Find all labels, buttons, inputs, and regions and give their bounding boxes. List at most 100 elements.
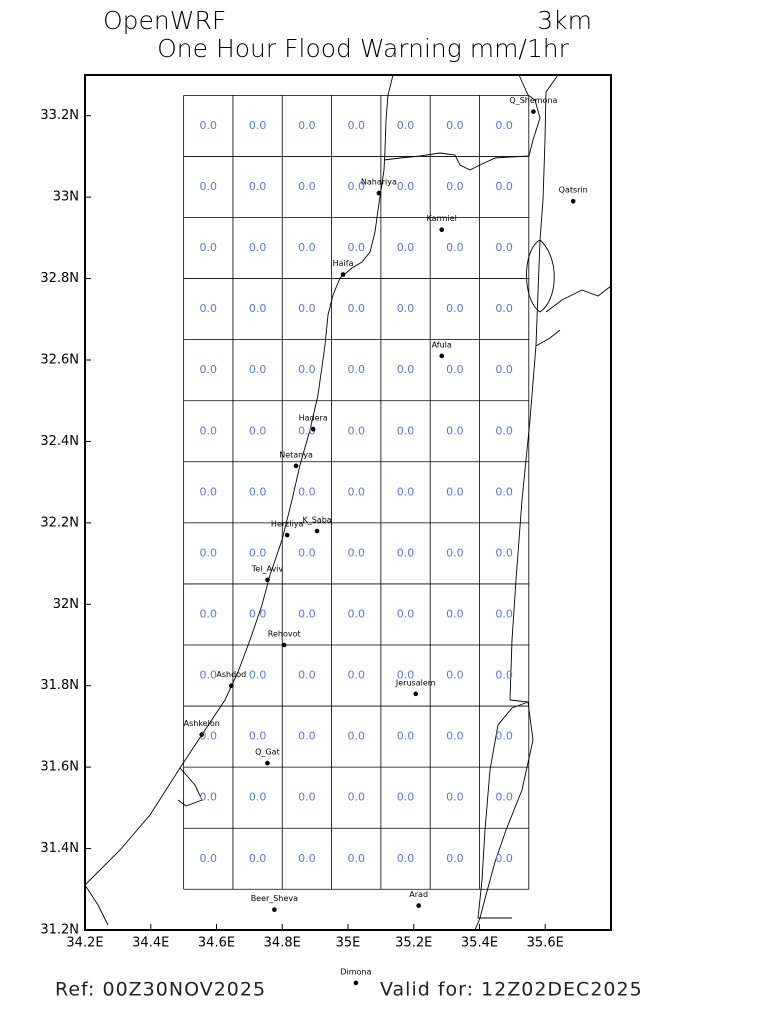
city-marker — [531, 109, 536, 114]
kinneret — [526, 239, 555, 313]
x-tick-label: 35.2E — [395, 936, 432, 951]
cell-value: 0.0 — [397, 241, 415, 254]
cell-value: 0.0 — [446, 485, 464, 498]
cell-value: 0.0 — [298, 669, 316, 682]
cell-value: 0.0 — [495, 180, 513, 193]
city-label: Nahariya — [361, 178, 397, 187]
cell-value: 0.0 — [347, 485, 365, 498]
cell-value: 0.0 — [347, 302, 365, 315]
city-label: Tel_Aviv — [251, 564, 284, 573]
cell-value: 0.0 — [249, 302, 267, 315]
city-label: Netanya — [279, 450, 313, 459]
cell-value: 0.0 — [347, 669, 365, 682]
city-marker — [293, 463, 299, 469]
y-tick-label: 33N — [53, 190, 79, 205]
city-marker — [272, 907, 277, 912]
x-tick-label: 35E — [336, 936, 361, 951]
cell-value: 0.0 — [298, 363, 316, 376]
cell-value: 0.0 — [397, 302, 415, 315]
cell-value: 0.0 — [200, 302, 218, 315]
city-marker — [376, 190, 382, 196]
city-label: Jerusalem — [395, 678, 436, 687]
city-marker — [353, 980, 359, 986]
cell-value: 0.0 — [200, 180, 218, 193]
cell-value: 0.0 — [347, 424, 365, 437]
y-tick-label: 32.2N — [40, 515, 79, 530]
city-label: Beer_Sheva — [251, 894, 298, 903]
cell-value: 0.0 — [446, 180, 464, 193]
cell-value: 0.0 — [347, 730, 365, 743]
cell-value: 0.0 — [495, 669, 513, 682]
y-tick-label: 31.8N — [40, 678, 79, 693]
city-marker — [439, 227, 444, 233]
cell-value: 0.0 — [495, 546, 513, 559]
cell-value: 0.0 — [446, 302, 464, 315]
y-tick-label: 32.6N — [40, 353, 79, 368]
cell-value: 0.0 — [200, 852, 218, 865]
city-label: Haifa — [333, 259, 354, 268]
city-marker — [413, 691, 419, 697]
city-marker — [284, 532, 290, 538]
city-marker — [265, 577, 270, 583]
cell-value: 0.0 — [495, 730, 513, 743]
x-tick-label: 34.2E — [66, 936, 103, 951]
cell-value: 0.0 — [397, 546, 415, 559]
city-label: Hadera — [299, 414, 328, 423]
cell-value: 0.0 — [347, 363, 365, 376]
cell-value: 0.0 — [446, 546, 464, 559]
x-tick-label: 34.6E — [198, 936, 235, 951]
cell-value: 0.0 — [249, 119, 267, 132]
chart-title: OpenWRF — [103, 6, 226, 35]
cell-value: 0.0 — [249, 669, 267, 682]
cell-value: 0.0 — [446, 119, 464, 132]
x-tick-label: 35.4E — [461, 936, 498, 951]
cell-value: 0.0 — [298, 424, 316, 437]
city-label: Herzliya — [271, 520, 304, 529]
cell-value: 0.0 — [347, 607, 365, 620]
cell-value: 0.0 — [495, 485, 513, 498]
cell-value: 0.0 — [347, 852, 365, 865]
cell-value: 0.0 — [397, 180, 415, 193]
cell-value: 0.0 — [397, 852, 415, 865]
cell-value: 0.0 — [298, 241, 316, 254]
cell-value: 0.0 — [298, 546, 316, 559]
cell-value: 0.0 — [397, 119, 415, 132]
cell-value: 0.0 — [298, 119, 316, 132]
cell-value: 0.0 — [249, 546, 267, 559]
cell-value: 0.0 — [397, 669, 415, 682]
cell-value: 0.0 — [200, 424, 218, 437]
city-marker — [439, 353, 444, 359]
valid-time: Valid for: 12Z02DEC2025 — [380, 979, 643, 1001]
city-marker — [310, 426, 316, 432]
cell-value: 0.0 — [446, 241, 464, 254]
gaza-border — [84, 767, 203, 926]
cell-value: 0.0 — [200, 363, 218, 376]
cell-value: 0.0 — [298, 791, 316, 804]
city-label: K_Saba — [302, 516, 331, 525]
city-marker — [228, 683, 234, 689]
cell-value: 0.0 — [347, 791, 365, 804]
city-label: Rehovot — [268, 630, 301, 639]
cell-value: 0.0 — [397, 730, 415, 743]
cell-value: 0.0 — [495, 363, 513, 376]
y-tick-label: 31.6N — [40, 760, 79, 775]
cell-value: 0.0 — [249, 485, 267, 498]
cell-value: 0.0 — [200, 241, 218, 254]
cell-value: 0.0 — [347, 241, 365, 254]
cell-value: 0.0 — [200, 485, 218, 498]
city-label: Qatsrin — [559, 186, 588, 195]
cell-value: 0.0 — [249, 241, 267, 254]
cell-value: 0.0 — [249, 180, 267, 193]
cell-value: 0.0 — [446, 607, 464, 620]
cell-value: 0.0 — [249, 852, 267, 865]
east-border — [509, 74, 559, 701]
city-marker — [281, 642, 287, 648]
cell-value: 0.0 — [397, 424, 415, 437]
cell-value: 0.0 — [347, 119, 365, 132]
cell-value: 0.0 — [495, 241, 513, 254]
cell-value: 0.0 — [495, 852, 513, 865]
chart-subtitle: One Hour Flood Warning mm/1hr — [157, 34, 569, 63]
cell-value: 0.0 — [249, 607, 267, 620]
city-marker — [340, 272, 346, 277]
